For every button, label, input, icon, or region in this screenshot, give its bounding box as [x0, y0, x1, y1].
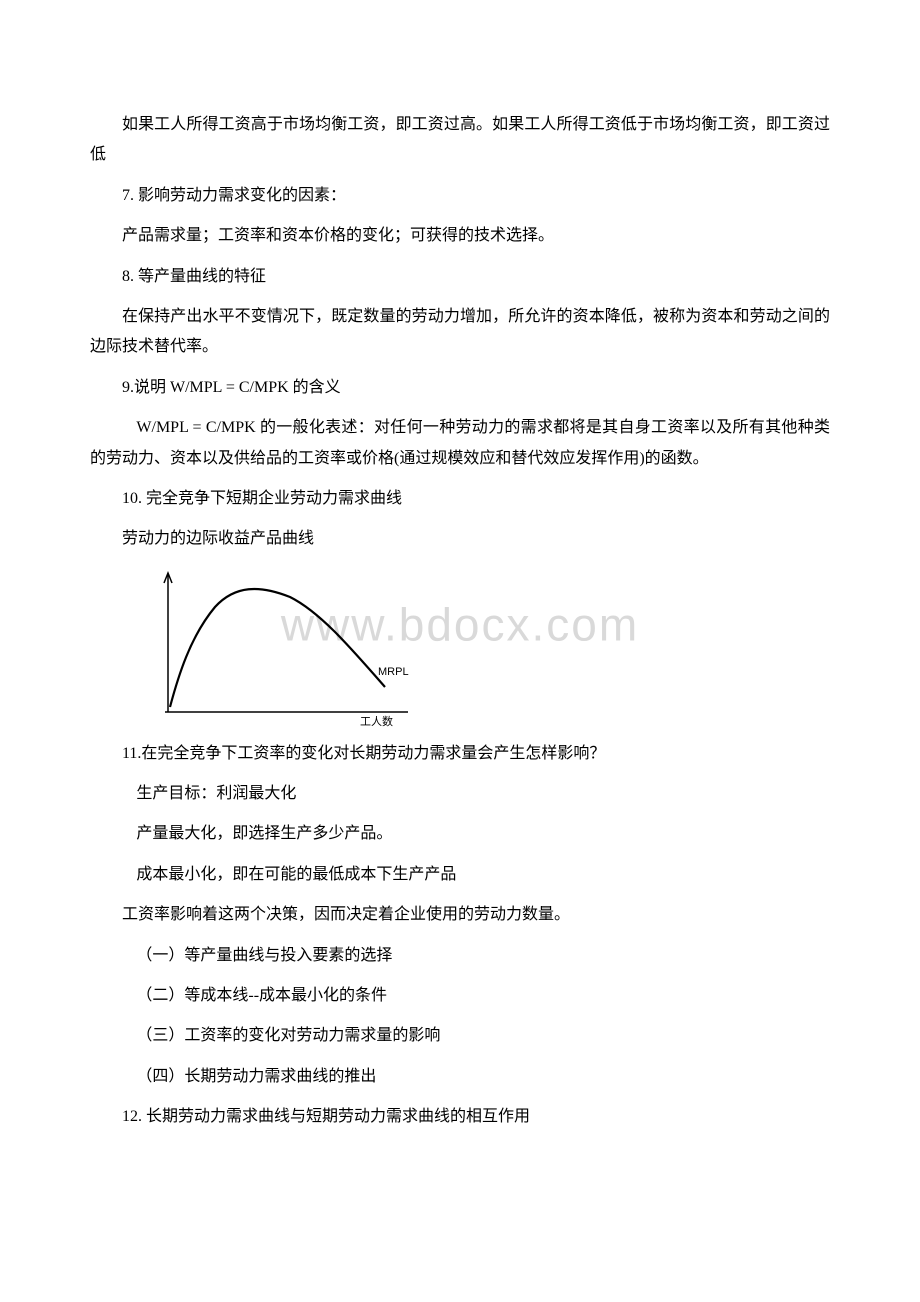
q11-sub-3-text: （三）工资率的变化对劳动力需求量的影响 [136, 1027, 440, 1044]
curve-label: MRPL [378, 666, 409, 678]
paragraph-wage-equilibrium: 如果工人所得工资高于市场均衡工资，即工资过高。如果工人所得工资低于市场均衡工资，… [90, 110, 830, 171]
q11-sub-1-text: （一）等产量曲线与投入要素的选择 [136, 947, 392, 964]
mrpl-chart-svg: MRPL 工人数 [150, 567, 420, 727]
q9-text: W/MPL = C/MPK 的一般化表述：对任何一种劳动力的需求都将是其自身工资… [90, 419, 830, 466]
q11-item-3: 成本最小化，即在可能的最低成本下生产产品 [90, 860, 830, 890]
mrpl-curve [170, 589, 385, 707]
heading-q7: 7. 影响劳动力需求变化的因素： [90, 181, 830, 211]
paragraph-q10-subtitle: 劳动力的边际收益产品曲线 [90, 524, 830, 554]
q11-item-4: 工资率影响着这两个决策，因而决定着企业使用的劳动力数量。 [90, 900, 830, 930]
q11-sub-2: （二）等成本线--成本最小化的条件 [90, 981, 830, 1011]
q11-item-2: 产量最大化，即选择生产多少产品。 [90, 819, 830, 849]
q11-sub-4: （四）长期劳动力需求曲线的推出 [90, 1062, 830, 1092]
q11-sub-3: （三）工资率的变化对劳动力需求量的影响 [90, 1021, 830, 1051]
heading-q11: 11.在完全竞争下工资率的变化对长期劳动力需求量会产生怎样影响？ [90, 739, 830, 769]
q11-item-1-text: 生产目标：利润最大化 [136, 785, 296, 802]
q11-sub-1: （一）等产量曲线与投入要素的选择 [90, 941, 830, 971]
paragraph-q7-answer: 产品需求量；工资率和资本价格的变化；可获得的技术选择。 [90, 221, 830, 251]
q11-sub-4-text: （四）长期劳动力需求曲线的推出 [136, 1068, 376, 1085]
mrpl-chart: MRPL 工人数 [150, 567, 420, 727]
heading-q9: 9.说明 W/MPL = C/MPK 的含义 [90, 373, 830, 403]
heading-q12: 12. 长期劳动力需求曲线与短期劳动力需求曲线的相互作用 [90, 1102, 830, 1132]
q11-item-2-text: 产量最大化，即选择生产多少产品。 [136, 825, 392, 842]
heading-q8: 8. 等产量曲线的特征 [90, 262, 830, 292]
heading-q10: 10. 完全竞争下短期企业劳动力需求曲线 [90, 484, 830, 514]
q11-sub-2-text: （二）等成本线--成本最小化的条件 [136, 987, 387, 1004]
paragraph-q9-answer: W/MPL = C/MPK 的一般化表述：对任何一种劳动力的需求都将是其自身工资… [90, 413, 830, 474]
paragraph-q8-answer: 在保持产出水平不变情况下，既定数量的劳动力增加，所允许的资本降低，被称为资本和劳… [90, 302, 830, 363]
q11-item-1: 生产目标：利润最大化 [90, 779, 830, 809]
q11-item-3-text: 成本最小化，即在可能的最低成本下生产产品 [136, 866, 456, 883]
document-content: 如果工人所得工资高于市场均衡工资，即工资过高。如果工人所得工资低于市场均衡工资，… [90, 110, 830, 1133]
x-axis-label: 工人数 [360, 715, 393, 727]
